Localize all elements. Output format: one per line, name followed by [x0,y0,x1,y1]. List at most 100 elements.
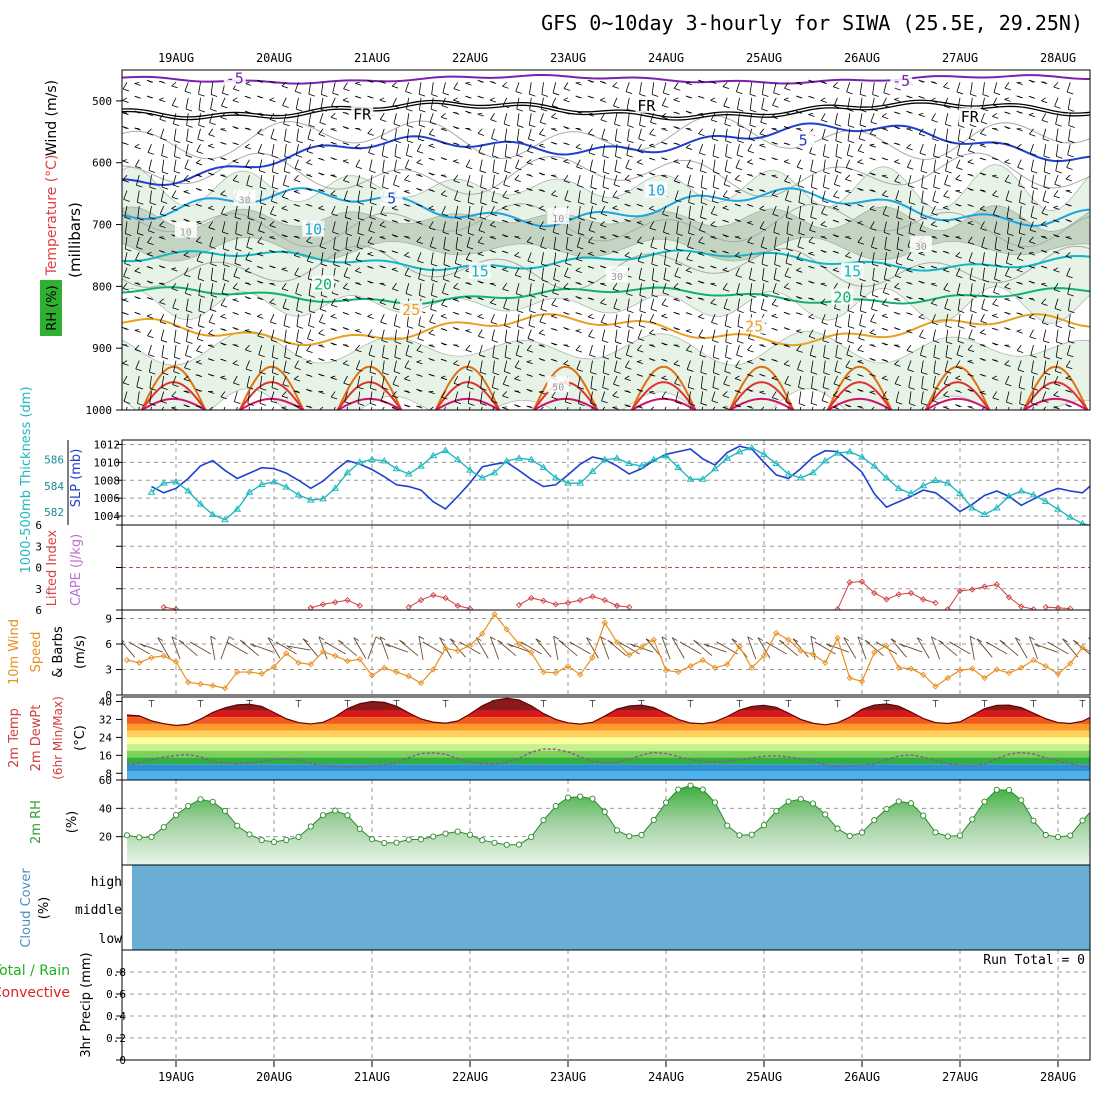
rh-point [270,839,278,846]
wind-barb-flag [575,296,582,299]
thickness-point [319,494,327,502]
wind-barb-flag [930,283,938,287]
wind-barb-flag [394,170,401,174]
wind-barb-flag [636,204,644,207]
rh-point [969,816,976,823]
wind-barb-flag [725,356,732,360]
wind-barb-flag [244,312,252,315]
contour-label-bg [909,235,932,252]
rh-axis-swatch [40,280,62,336]
wind-barb-flag [603,372,610,376]
wind-barb-flag [1006,401,1013,405]
wind-barb-flag [355,95,362,99]
wind-barb-flag [503,383,510,387]
wind-barb-flag [624,404,631,408]
wind-barb-flag [587,316,595,320]
wind-barb [553,252,557,265]
wind-barb-flag [185,154,193,158]
wind-barb-flag [785,262,793,266]
wind-barb [1056,329,1059,342]
wind-barbs-axis-label: & Barbs [51,626,66,678]
wind-barb-flag [159,80,166,84]
wind-barb-flag [615,155,622,159]
wind-speed-point [491,611,498,618]
wind-barb [173,159,177,172]
wind-tick-label: 6 [105,638,112,651]
wind-barb-flag [197,278,205,282]
wind10m-barb-flag [899,643,905,648]
wind10m-barb-flag [672,637,678,641]
wind-barb-flag [612,207,619,211]
wind-barb-flag [369,417,375,419]
wind-barb-flag [195,174,203,178]
wind-barb-flag [737,340,744,344]
wind-barb-flag [1041,249,1048,253]
wind-barb-flag [456,233,463,236]
wind-barb [967,143,973,151]
wind-barb [552,82,557,94]
wind-barb [319,314,324,323]
thickness-point [980,510,989,518]
wind10m-barb-flag [379,636,386,641]
wind-barb [908,221,912,234]
wind-barb [1066,82,1071,93]
wind-barb-flag [747,187,754,191]
wind-barb [551,112,557,118]
wind-barb-flag [1004,364,1011,367]
wind-barb [148,205,152,218]
wind-barb [908,391,912,404]
wind-barb-flag [969,324,976,328]
wind-barb-flag [649,133,656,137]
wind-barb [551,190,557,195]
wind-barb-flag [321,294,328,298]
wind-barb [342,159,348,162]
wind-speed-point [552,669,559,677]
wind-barb [833,375,838,385]
wind-barb [502,283,508,290]
wind-barb-flag [295,293,302,296]
wind-barb-flag [627,310,634,313]
wind-barb-flag [771,128,778,131]
wind-barb [232,97,238,101]
wind-barb-flag [624,390,631,394]
wind-barb-flag [627,125,634,128]
wind-barb [1067,97,1071,110]
wind-barb-flag [652,279,659,283]
wind-barb [148,344,152,355]
wind-barb-flag [1018,386,1026,390]
temp-contour-10 [122,187,1090,228]
wind-barb [881,190,887,196]
wind-barb-flag [1017,167,1024,170]
wind-barb-flag [636,174,644,177]
wind-barb [883,267,887,280]
wind-barb [296,329,299,342]
wind-barb-flag [673,126,680,129]
wind-barb-flag [1041,81,1048,85]
wind-barb-flag [685,128,693,131]
wind-barb-flag [355,259,363,262]
wind-barb-flag [244,127,252,131]
wind-barb-flag [796,147,803,151]
wind-barb-flag [1053,394,1060,398]
wind-barb [185,97,189,110]
wind-barb-flag [195,221,203,225]
wind-barb-flag [379,249,386,253]
wind-barb [318,128,324,135]
wind-barb-flag [894,344,901,348]
wind-barb-flag [857,373,864,377]
wind-barb-flag [404,179,411,183]
wind-barb [208,128,214,135]
wind-barb [134,143,140,148]
bottom-date-26AUG: 26AUG [844,1070,880,1084]
wind-barb [933,144,936,157]
wind-barb-flag [870,121,878,125]
wind-barb-flag [1004,286,1011,290]
upper-air-frame [121,69,1091,411]
contour-label-bg [635,96,658,113]
wind-barb [356,174,361,186]
wind-barb-flag [710,236,717,240]
wind-barb [271,406,275,410]
wind-barb [968,252,973,262]
wind-barb [882,205,887,215]
wind-barb [796,344,802,351]
